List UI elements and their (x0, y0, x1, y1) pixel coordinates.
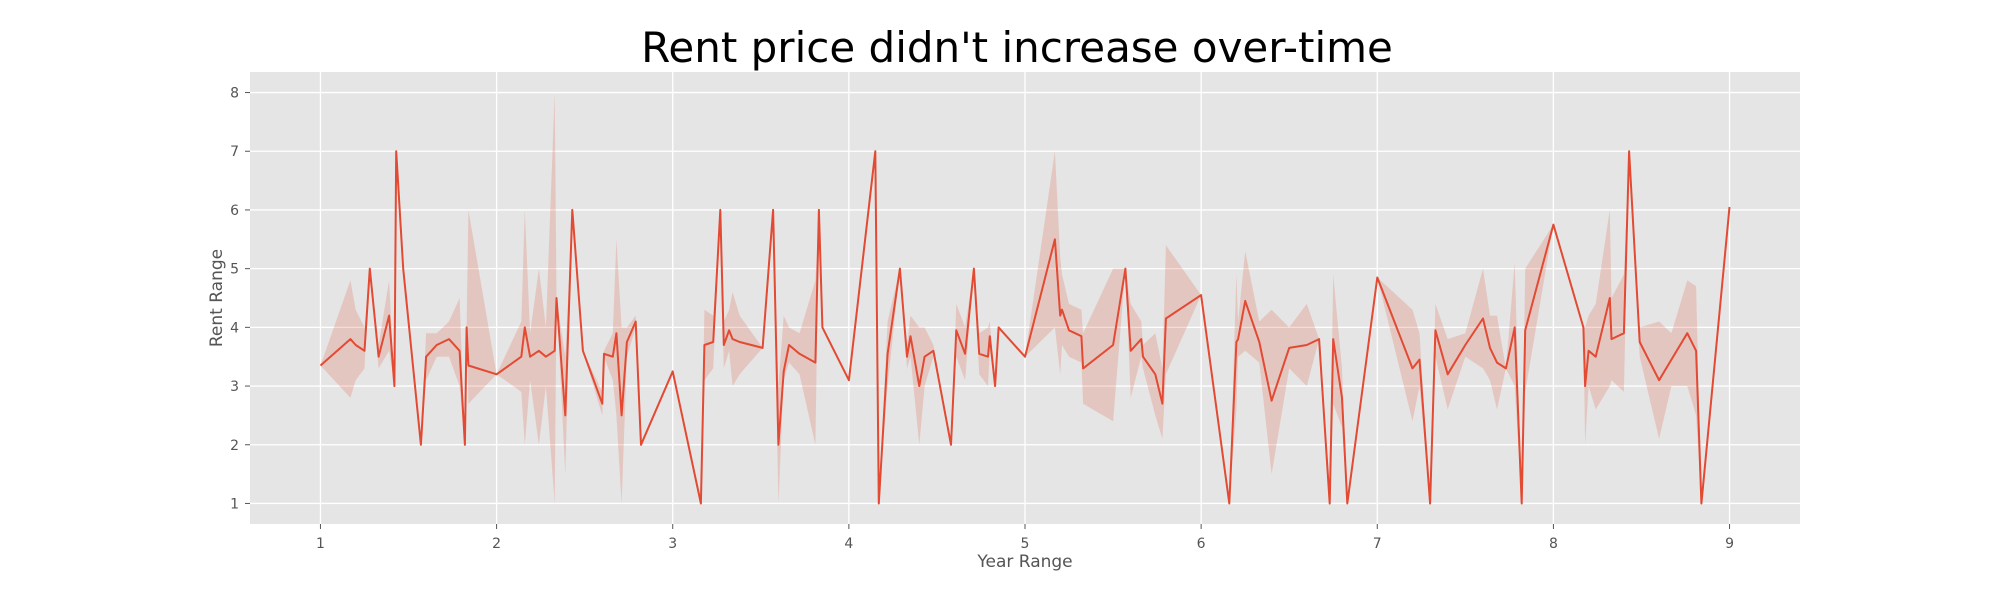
x-tick-label: 8 (1549, 536, 1558, 552)
y-tick-label: 5 (230, 262, 239, 278)
y-axis-ticks: 1 2 3 4 5 6 7 8 (230, 86, 250, 512)
x-tick-label: 1 (316, 536, 325, 552)
chart-title: Rent price didn't increase over-time (641, 23, 1393, 72)
grid-lines (250, 72, 1800, 524)
x-tick-label: 2 (492, 536, 501, 552)
y-tick-label: 6 (230, 203, 239, 219)
y-tick-label: 4 (230, 320, 239, 336)
x-tick-label: 3 (668, 536, 677, 552)
x-tick-label: 7 (1373, 536, 1382, 552)
y-tick-label: 7 (230, 144, 239, 160)
series-line (319, 150, 1731, 505)
x-tick-label: 5 (1021, 536, 1030, 552)
y-tick-label: 3 (230, 379, 239, 395)
series-line-group (319, 150, 1731, 505)
x-axis-label: Year Range (976, 552, 1072, 572)
x-axis-ticks: 1 2 3 4 5 6 7 8 9 (316, 524, 1734, 552)
y-tick-label: 8 (230, 86, 239, 102)
y-tick-label: 2 (230, 438, 239, 454)
x-tick-label: 4 (844, 536, 853, 552)
y-tick-label: 1 (230, 496, 239, 512)
x-tick-label: 6 (1197, 536, 1206, 552)
y-axis-label: Rent Range (207, 249, 227, 347)
x-tick-label: 9 (1725, 536, 1734, 552)
